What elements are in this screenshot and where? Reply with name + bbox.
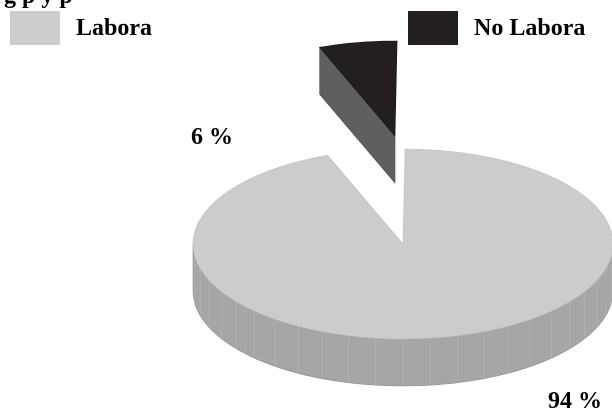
- legend-swatch-no-labora: [408, 11, 458, 45]
- slice-no-labora: [319, 40, 398, 137]
- pie-tops: [192, 40, 612, 340]
- legend-item-labora: Labora: [10, 11, 152, 45]
- legend-label-labora: Labora: [76, 14, 153, 41]
- slice-labora: [192, 148, 612, 340]
- slice-value-label-no-labora: 6 %: [191, 124, 233, 150]
- slice-value-label-labora: 94 %: [548, 388, 602, 413]
- legend-item-no-labora: No Labora: [408, 11, 585, 45]
- legend-swatch-labora: [10, 11, 60, 45]
- legend-label-no-labora: No Labora: [474, 14, 586, 41]
- chart-title: g p y p: [4, 0, 73, 10]
